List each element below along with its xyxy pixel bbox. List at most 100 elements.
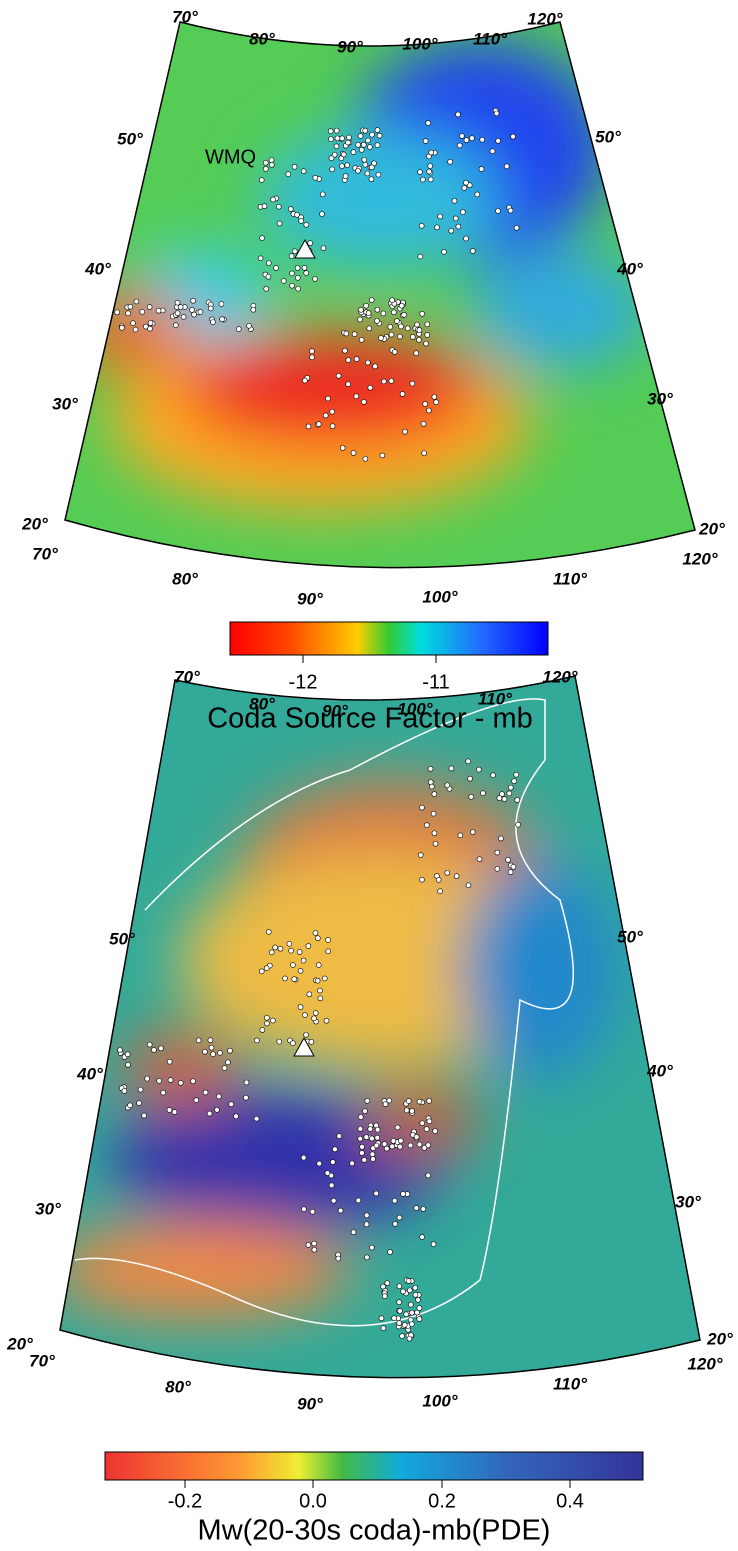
event-marker (216, 1094, 221, 1099)
event-marker (350, 1161, 355, 1166)
event-marker (427, 1098, 432, 1103)
event-marker (295, 265, 300, 270)
event-marker (264, 286, 269, 291)
event-marker (227, 1048, 232, 1053)
event-marker (423, 139, 428, 144)
event-marker (288, 207, 293, 212)
graticule-label: 110° (553, 1374, 587, 1393)
event-marker (495, 850, 500, 855)
event-marker (360, 1144, 365, 1149)
event-marker (243, 1095, 248, 1100)
event-marker (388, 1250, 393, 1255)
event-marker (417, 1317, 422, 1322)
event-marker (346, 382, 351, 387)
event-marker (312, 1241, 317, 1246)
event-marker (376, 172, 381, 177)
event-marker (292, 249, 297, 254)
event-marker (366, 138, 371, 143)
event-marker (359, 337, 364, 342)
event-marker (337, 1134, 342, 1139)
event-marker (326, 949, 331, 954)
event-marker (207, 1111, 212, 1116)
event-marker (156, 308, 161, 313)
event-marker (418, 170, 423, 175)
event-marker (490, 149, 495, 154)
event-marker (236, 327, 241, 332)
event-marker (322, 976, 327, 981)
event-marker (190, 307, 195, 312)
event-marker (419, 805, 424, 810)
event-marker (219, 301, 224, 306)
event-marker (133, 327, 138, 332)
event-marker (119, 325, 124, 330)
event-marker (298, 968, 303, 973)
event-marker (211, 1052, 216, 1057)
event-marker (325, 1171, 330, 1176)
event-marker (320, 212, 325, 217)
event-marker (289, 948, 294, 953)
event-marker (299, 218, 304, 223)
event-marker (415, 322, 420, 327)
event-marker (397, 334, 402, 339)
event-marker (497, 796, 502, 801)
event-marker (421, 421, 426, 426)
event-marker (358, 133, 363, 138)
event-marker (302, 1013, 307, 1018)
event-marker (417, 1306, 422, 1311)
event-marker (392, 1198, 397, 1203)
event-marker (385, 1281, 390, 1286)
event-marker (496, 138, 501, 143)
event-marker (415, 1310, 420, 1315)
event-marker (290, 963, 295, 968)
event-marker (428, 177, 433, 182)
graticule-label: 70° (174, 667, 200, 686)
event-marker (282, 976, 287, 981)
event-marker (344, 331, 349, 336)
event-marker (419, 877, 424, 882)
event-marker (382, 1294, 387, 1299)
event-marker (428, 766, 433, 771)
event-marker (375, 1127, 380, 1132)
event-marker (316, 963, 321, 968)
event-marker (277, 221, 282, 226)
graticule-label: 90° (297, 1394, 323, 1413)
event-marker (161, 1090, 166, 1095)
event-marker (323, 413, 328, 418)
event-marker (358, 1126, 363, 1131)
event-marker (355, 168, 360, 173)
event-marker (390, 298, 395, 303)
event-marker (407, 1288, 412, 1293)
event-marker (438, 214, 443, 219)
event-marker (375, 143, 380, 148)
event-marker (460, 210, 465, 215)
event-marker (402, 312, 407, 317)
event-marker (375, 1135, 380, 1140)
event-marker (356, 1198, 361, 1203)
event-marker (433, 841, 438, 846)
event-marker (363, 162, 368, 167)
event-marker (196, 1038, 201, 1043)
event-marker (369, 177, 374, 182)
event-marker (418, 254, 423, 259)
event-marker (128, 304, 133, 309)
graticule-label: 50° (117, 129, 143, 148)
event-marker (470, 248, 475, 253)
event-marker (312, 1016, 317, 1021)
event-marker (435, 225, 440, 230)
event-marker (358, 317, 363, 322)
event-marker (262, 204, 267, 209)
event-marker (379, 1316, 384, 1321)
event-marker (326, 937, 331, 942)
event-marker (289, 271, 294, 276)
event-marker (309, 349, 314, 354)
event-marker (264, 1015, 269, 1020)
event-marker (368, 385, 373, 390)
station-label: WMQ (205, 146, 256, 168)
event-marker (340, 445, 345, 450)
event-marker (274, 265, 279, 270)
event-marker (354, 357, 359, 362)
event-marker (234, 1114, 239, 1119)
event-marker (346, 358, 351, 363)
event-marker (362, 1157, 367, 1162)
event-marker (434, 400, 439, 405)
